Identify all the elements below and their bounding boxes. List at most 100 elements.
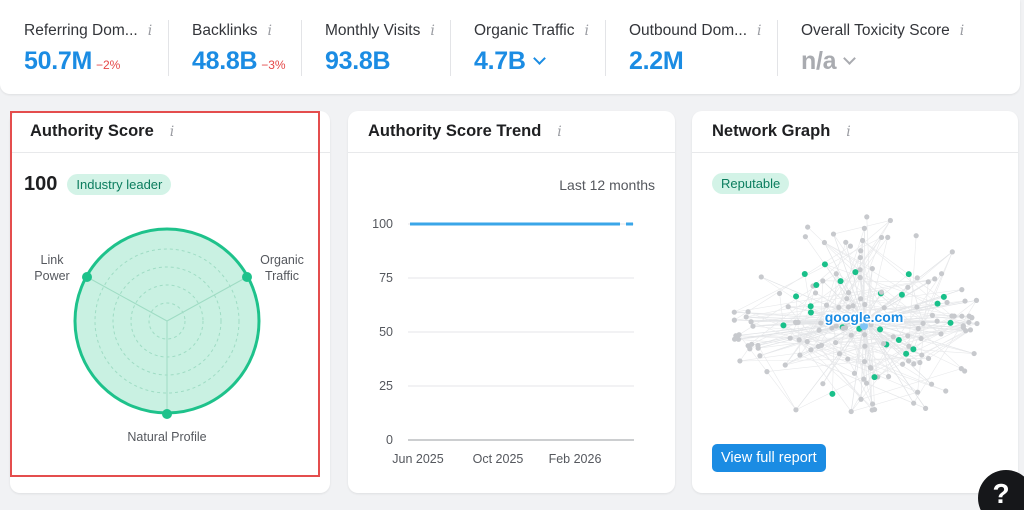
graph-node <box>871 406 878 413</box>
graph-node <box>858 248 864 254</box>
graph-node <box>861 225 868 231</box>
graph-node <box>802 234 808 240</box>
graph-node <box>848 408 854 415</box>
graph-node <box>944 299 950 306</box>
graph-edge <box>824 242 865 322</box>
metric-value[interactable]: 50.7M <box>24 47 92 75</box>
graph-node <box>757 353 763 359</box>
graph-edge <box>864 237 889 335</box>
graph-edge <box>739 358 929 362</box>
graph-node <box>967 327 974 333</box>
graph-node <box>857 274 863 281</box>
metric-value[interactable]: 4.7B <box>474 47 526 75</box>
x-tick-label: Feb 2026 <box>549 452 602 466</box>
graph-node <box>915 325 921 332</box>
info-icon[interactable]: i <box>557 123 562 140</box>
graph-edge <box>788 306 865 322</box>
graph-edge <box>734 278 935 313</box>
graph-node-highlighted <box>807 303 814 310</box>
metric-referring-domains[interactable]: Referring Dom... i 50.7M −2% <box>0 0 168 78</box>
graph-edge <box>735 335 791 339</box>
y-tick-label: 100 <box>372 217 393 231</box>
graph-edge <box>734 311 865 322</box>
info-icon[interactable]: i <box>147 23 153 39</box>
metric-outbound-domains[interactable]: Outbound Dom... i 2.2M <box>605 0 777 78</box>
graph-edge <box>810 306 917 313</box>
graph-edge <box>839 315 962 354</box>
metric-value[interactable]: n/a <box>801 47 837 75</box>
graph-node <box>868 322 874 328</box>
graph-edge <box>799 237 888 356</box>
graph-edge <box>757 345 797 410</box>
graph-node <box>836 304 842 310</box>
graph-node <box>925 279 931 285</box>
graph-node <box>938 331 944 337</box>
graph-edge <box>833 220 891 235</box>
graph-node <box>938 271 945 277</box>
graph-edge <box>835 273 867 384</box>
graph-node <box>782 362 788 368</box>
graph-node <box>966 313 972 319</box>
metric-toxicity-score[interactable]: Overall Toxicity Score i n/a <box>777 0 1007 78</box>
graph-node-highlighted <box>801 270 808 277</box>
graph-edge <box>863 304 866 322</box>
info-icon[interactable]: i <box>169 123 175 140</box>
graph-edge <box>921 330 966 356</box>
graph-node <box>905 284 911 290</box>
metric-value[interactable]: 93.8B <box>325 47 391 75</box>
metric-organic-traffic[interactable]: Organic Traffic i 4.7B <box>450 0 605 78</box>
info-icon[interactable]: i <box>846 123 851 140</box>
graph-edge <box>833 233 910 347</box>
graph-node <box>869 266 875 272</box>
view-full-report-button[interactable]: View full report <box>712 444 826 472</box>
graph-center-node <box>860 322 868 330</box>
metric-monthly-visits[interactable]: Monthly Visits i 93.8B <box>301 0 450 78</box>
graph-node <box>861 376 867 382</box>
chevron-down-icon[interactable] <box>843 52 857 65</box>
graph-node <box>878 289 885 295</box>
graph-node <box>833 271 839 277</box>
graph-edge <box>766 354 922 372</box>
graph-edge <box>735 320 865 337</box>
metric-value[interactable]: 2.2M <box>629 47 684 75</box>
graph-edge <box>855 220 891 273</box>
authority-radar-chart <box>73 227 261 419</box>
info-icon[interactable]: i <box>267 23 272 39</box>
metric-backlinks[interactable]: Backlinks i 48.8B −3% <box>168 0 301 78</box>
authority-score-card: Authority Score i 100 Industry leader Li… <box>10 111 330 493</box>
graph-edge <box>734 245 851 321</box>
graph-node <box>878 234 885 241</box>
graph-node <box>857 267 863 273</box>
chevron-down-icon[interactable] <box>532 52 546 65</box>
graph-node <box>862 301 868 308</box>
graph-center-label: google.com <box>825 309 904 325</box>
authority-score-value: 100 <box>24 173 58 195</box>
graph-edge <box>863 320 926 409</box>
metric-value[interactable]: 48.8B <box>192 47 258 75</box>
graph-node <box>974 320 980 327</box>
graph-node-highlighted <box>910 346 917 353</box>
info-icon[interactable]: i <box>959 23 965 39</box>
help-icon[interactable]: ? <box>992 478 1010 509</box>
metric-label: Overall Toxicity Score <box>801 22 950 39</box>
radar-label-link-power: Link Power <box>34 253 70 283</box>
graph-node-highlighted <box>905 271 912 278</box>
graph-edge <box>862 240 948 303</box>
graph-node <box>845 304 852 310</box>
graph-node <box>851 370 858 376</box>
graph-node <box>833 339 839 346</box>
graph-node <box>951 313 957 319</box>
network-graph[interactable]: google.com <box>692 111 1018 493</box>
info-icon[interactable]: i <box>757 23 762 39</box>
info-icon[interactable]: i <box>584 23 589 39</box>
graph-node <box>906 343 912 349</box>
info-icon[interactable]: i <box>430 23 435 39</box>
graph-node <box>913 233 919 239</box>
graph-node <box>731 309 737 315</box>
graph-node <box>861 332 868 338</box>
graph-node-highlighted <box>898 291 905 298</box>
graph-node <box>962 298 968 304</box>
graph-node <box>962 368 968 374</box>
graph-node-highlighted <box>837 278 844 285</box>
graph-node <box>966 319 972 325</box>
